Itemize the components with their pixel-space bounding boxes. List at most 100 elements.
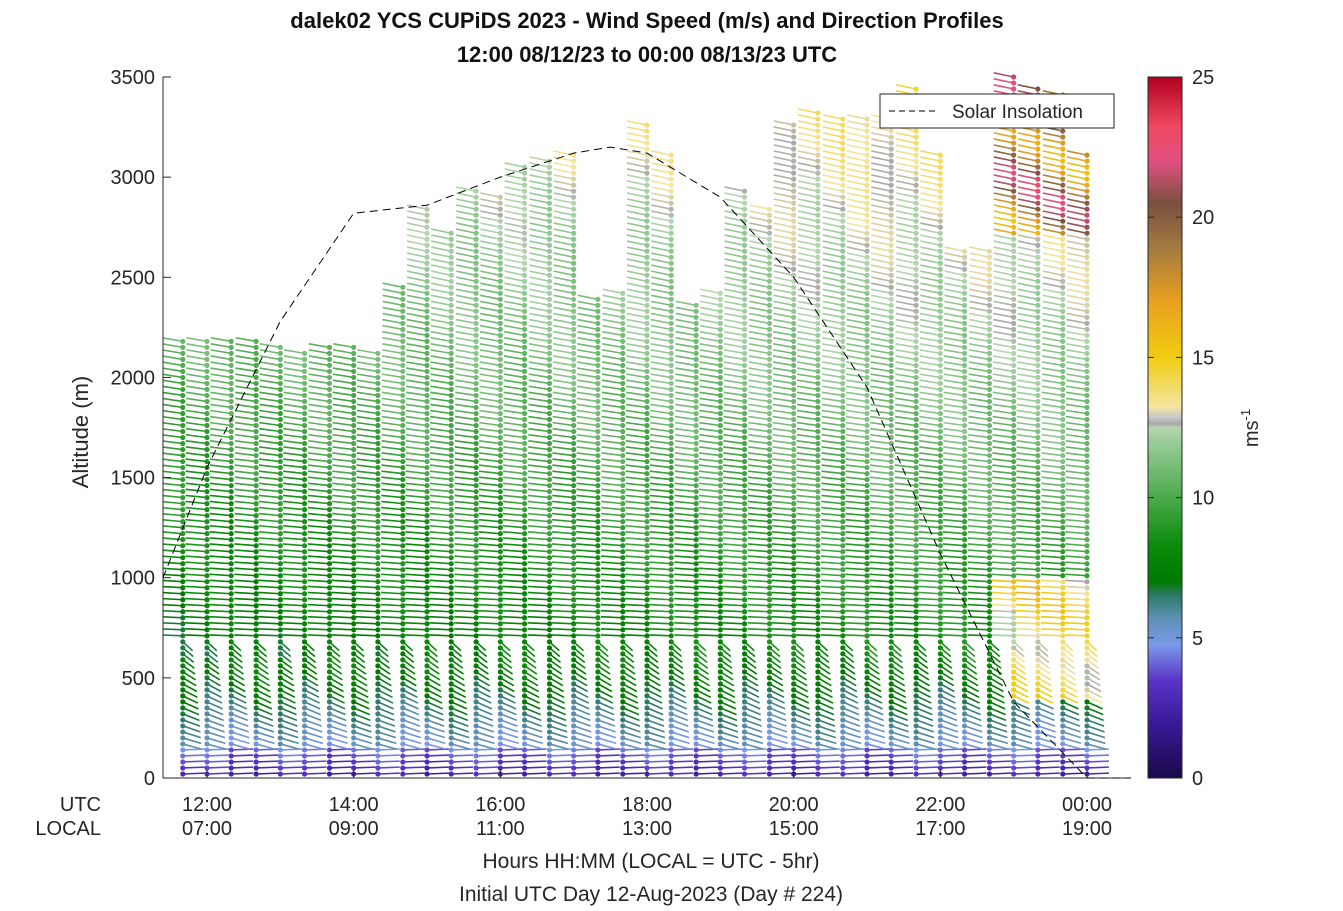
wind-barb-dot (546, 470, 553, 477)
wind-barb-dot (815, 495, 821, 501)
wind-barb-dot (473, 651, 479, 657)
wind-barb-dot (375, 735, 381, 741)
wind-barb (402, 731, 422, 739)
wind-barb (405, 427, 428, 433)
wind-barb (527, 567, 550, 571)
wind-barb (258, 488, 281, 493)
wind-barb-dot (620, 591, 626, 597)
wind-barb (431, 252, 452, 259)
wind-barb-dot (766, 446, 773, 453)
wind-barb (722, 567, 745, 571)
wind-barb (209, 615, 232, 619)
wind-barb (502, 603, 525, 607)
wind-barb-dot (840, 561, 846, 567)
wind-barb (797, 336, 819, 343)
wind-barb-dot (180, 741, 186, 747)
wind-barb (357, 367, 378, 373)
wind-barb-dot (620, 633, 626, 639)
wind-barb-dot (840, 464, 846, 471)
wind-barb-dot (351, 651, 357, 657)
wind-barb-dot (351, 567, 357, 573)
wind-barb-dot (521, 374, 528, 381)
wind-barb (724, 264, 745, 271)
wind-barb (429, 628, 452, 631)
wind-barb (649, 603, 672, 607)
wind-barb (674, 440, 697, 445)
wind-barb-dot (620, 362, 626, 369)
wind-barb-dot (326, 669, 333, 675)
wind-barb (817, 772, 840, 775)
wind-barb-dot (521, 627, 528, 633)
wind-barb (234, 446, 257, 451)
wind-barb (209, 543, 232, 547)
wind-barb (601, 494, 623, 499)
wind-barb-dot (497, 603, 503, 609)
wind-barb-dot (497, 314, 503, 320)
wind-barb-dot (815, 188, 821, 194)
wind-barb-dot (766, 705, 773, 711)
wind-barb (430, 397, 452, 403)
wind-barb (500, 725, 519, 733)
wind-barb-dot (473, 320, 479, 326)
wind-barb (675, 306, 697, 313)
wind-barb-dot (204, 663, 210, 669)
wind-barb-dot (791, 495, 797, 501)
wind-barb-dot (400, 765, 406, 771)
wind-barb-dot (180, 627, 186, 633)
wind-barb-dot (741, 248, 748, 254)
wind-barb (185, 458, 208, 463)
wind-barb (797, 367, 818, 373)
wind-barb (504, 210, 525, 216)
wind-barb-dot (571, 350, 577, 356)
wind-barb-dot (326, 458, 333, 465)
wind-barb (456, 228, 477, 235)
wind-barb-dot (473, 501, 479, 507)
wind-barb (698, 543, 721, 547)
wind-barb-dot (644, 344, 650, 350)
wind-barb (356, 506, 378, 511)
wind-barb (163, 506, 183, 511)
wind-barb (625, 415, 648, 421)
wind-barb-dot (448, 657, 454, 663)
wind-barb (524, 766, 547, 769)
wind-barb-dot (375, 645, 381, 651)
wind-barb (698, 464, 721, 469)
wind-barb (304, 707, 322, 716)
wind-barb (405, 421, 428, 427)
wind-barb-dot (473, 531, 479, 537)
wind-barb-dot (448, 260, 454, 266)
wind-barb (675, 391, 697, 397)
wind-barb-dot (791, 609, 797, 615)
wind-barb (748, 476, 770, 481)
wind-barb-dot (424, 224, 430, 230)
wind-barb (479, 318, 501, 325)
wind-barb-dot (644, 645, 650, 651)
wind-barb (450, 695, 467, 704)
wind-barb (797, 108, 819, 114)
wind-barb (625, 482, 648, 487)
wind-barb-dot (497, 525, 503, 531)
wind-barb-dot (840, 705, 846, 711)
wind-barb (769, 766, 792, 769)
wind-barb (280, 701, 297, 710)
wind-barb (747, 518, 770, 523)
wind-barb (504, 282, 525, 289)
wind-barb-dot (840, 122, 846, 128)
wind-barb (454, 470, 477, 475)
wind-barb (163, 440, 183, 445)
wind-profile (429, 228, 474, 777)
wind-barb-dot (448, 735, 454, 741)
wind-barb-dot (473, 567, 479, 573)
wind-barb (748, 330, 770, 337)
wind-barb (185, 555, 208, 559)
wind-barb-dot (668, 170, 674, 176)
wind-barb-dot (473, 470, 479, 477)
wind-barb-dot (180, 404, 186, 411)
wind-barb-dot (815, 645, 821, 651)
wind-barb (626, 343, 648, 349)
wind-barb-dot (253, 446, 259, 453)
wind-barb (182, 731, 202, 739)
wind-barb-dot (546, 416, 553, 423)
wind-barb-dot (204, 422, 210, 429)
wind-barb (674, 427, 697, 433)
